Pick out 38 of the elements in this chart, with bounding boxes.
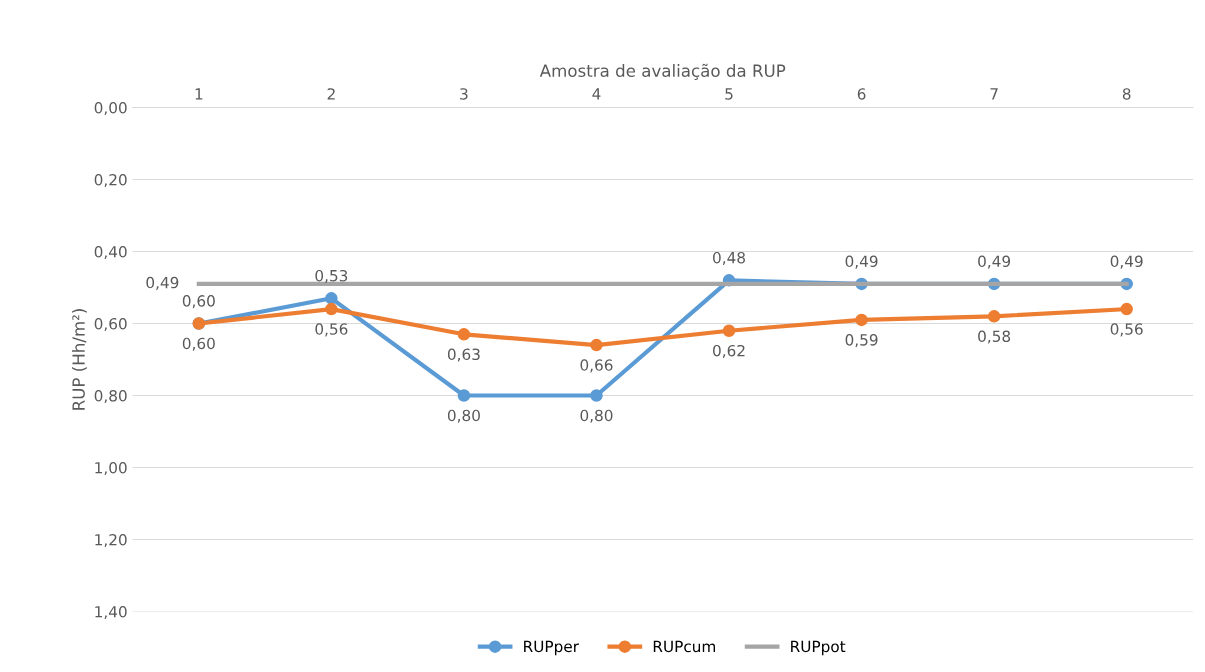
data-label: 0,66 [580, 359, 613, 373]
data-label: 0,49 [978, 255, 1011, 269]
x-tick-label: 2 [327, 88, 335, 100]
x-tick-label: 3 [460, 88, 468, 100]
y-tick-label: 1,40 [95, 605, 127, 620]
data-label: 0,56 [315, 323, 348, 337]
y-tick-label: 1,20 [95, 533, 127, 548]
x-tick-label: 6 [857, 88, 866, 100]
x-tick-label: 5 [725, 88, 733, 100]
y-tick-label: 0,80 [94, 389, 127, 404]
x-tick-label: 1 [195, 88, 203, 100]
x-tick-label: 4 [592, 88, 601, 100]
y-tick-label: 0,60 [94, 317, 127, 332]
data-label: 0,49 [845, 255, 878, 269]
data-label: 0,80 [580, 409, 613, 423]
data-label: 0,49 [1110, 255, 1143, 269]
y-tick-label: 1,00 [95, 461, 127, 476]
y-axis-title: RUP (Hh/m²) [71, 309, 87, 410]
y-tick-label: 0,40 [94, 245, 127, 260]
x-axis-title: Amostra de avaliação da RUP [539, 63, 786, 80]
legend-label: RUPcum [653, 640, 715, 653]
legend-label: RUPper [524, 640, 579, 656]
y-tick-label: 0,20 [94, 173, 127, 188]
legend-label: RUPpot [791, 640, 846, 656]
data-label: 0,58 [978, 330, 1011, 344]
x-tick-label: 8 [1122, 88, 1131, 100]
data-label: 0,49 [146, 276, 179, 290]
data-label: 0,62 [713, 344, 745, 358]
data-label: 0,80 [447, 409, 480, 423]
data-label: 0,56 [1110, 323, 1143, 337]
y-tick-label: 0,00 [94, 101, 127, 116]
data-label: 0,48 [713, 251, 745, 266]
x-tick-label: 7 [990, 88, 998, 100]
data-label: 0,53 [315, 269, 348, 284]
data-label: 0,60 [182, 337, 215, 351]
data-label: 0,60 [182, 295, 215, 309]
data-label: 0,59 [845, 334, 878, 348]
data-label: 0,63 [447, 348, 480, 362]
